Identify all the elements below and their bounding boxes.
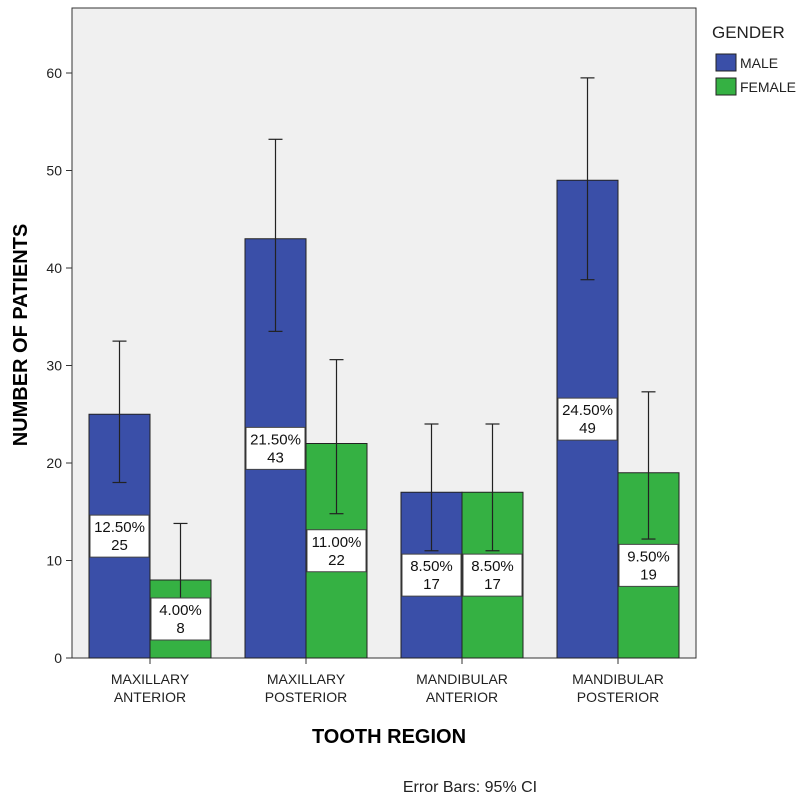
y-tick-label: 10	[46, 553, 62, 569]
y-tick-label: 0	[54, 650, 62, 666]
data-label-percent: 4.00%	[159, 602, 202, 619]
x-tick-label: MAXILLARY	[111, 671, 190, 687]
y-tick-label: 60	[46, 65, 62, 81]
x-tick-label: ANTERIOR	[426, 689, 498, 705]
x-axis-label: TOOTH REGION	[312, 726, 466, 748]
data-label-count: 17	[423, 576, 440, 593]
data-label-percent: 9.50%	[627, 548, 670, 565]
x-tick-label: MANDIBULAR	[416, 671, 508, 687]
data-label-box	[306, 529, 367, 573]
y-tick-label: 50	[46, 163, 62, 179]
error-bars-note: Error Bars: 95% CI	[403, 779, 537, 796]
data-label-count: 25	[111, 537, 128, 554]
data-label-percent: 24.50%	[562, 402, 613, 419]
data-label-box	[557, 397, 618, 441]
data-label-percent: 21.50%	[250, 431, 301, 448]
data-label-percent: 12.50%	[94, 519, 145, 536]
data-label-box	[150, 597, 211, 641]
data-label-percent: 8.50%	[471, 558, 514, 575]
data-label-box	[401, 553, 462, 597]
x-tick-label: MAXILLARY	[267, 671, 346, 687]
legend-title: GENDER	[712, 23, 785, 42]
data-label-percent: 11.00%	[312, 534, 362, 551]
data-label-box	[245, 426, 306, 470]
y-tick-label: 20	[46, 455, 62, 471]
legend-swatch-male	[715, 53, 737, 72]
data-label-count: 49	[579, 420, 596, 437]
x-tick-label: POSTERIOR	[265, 689, 347, 705]
legend-label-male: MALE	[740, 55, 778, 71]
data-label-box	[618, 543, 679, 587]
y-tick-label: 40	[46, 260, 62, 276]
data-label-box	[462, 553, 523, 597]
data-label-count: 22	[328, 552, 345, 569]
data-label-count: 8	[176, 620, 184, 637]
x-tick-label: ANTERIOR	[114, 689, 186, 705]
data-label-percent: 8.50%	[410, 558, 453, 575]
data-label-box	[89, 514, 150, 558]
axis-layer: 0 10 20 30 40 50 60 MAXILLARY ANTERIOR MAXILLARY P…	[46, 65, 663, 705]
data-label-count: 19	[640, 566, 657, 583]
data-label-count: 17	[484, 576, 501, 593]
y-tick-label: 30	[46, 358, 62, 374]
legend: GENDER MALE FEMALE	[712, 23, 796, 96]
x-tick-label: MANDIBULAR	[572, 671, 664, 687]
legend-swatch-female	[715, 77, 737, 96]
legend-label-female: FEMALE	[740, 79, 796, 95]
y-axis-label: NUMBER OF PATIENTS	[10, 224, 32, 447]
data-label-count: 43	[267, 449, 284, 466]
x-tick-label: POSTERIOR	[577, 689, 659, 705]
